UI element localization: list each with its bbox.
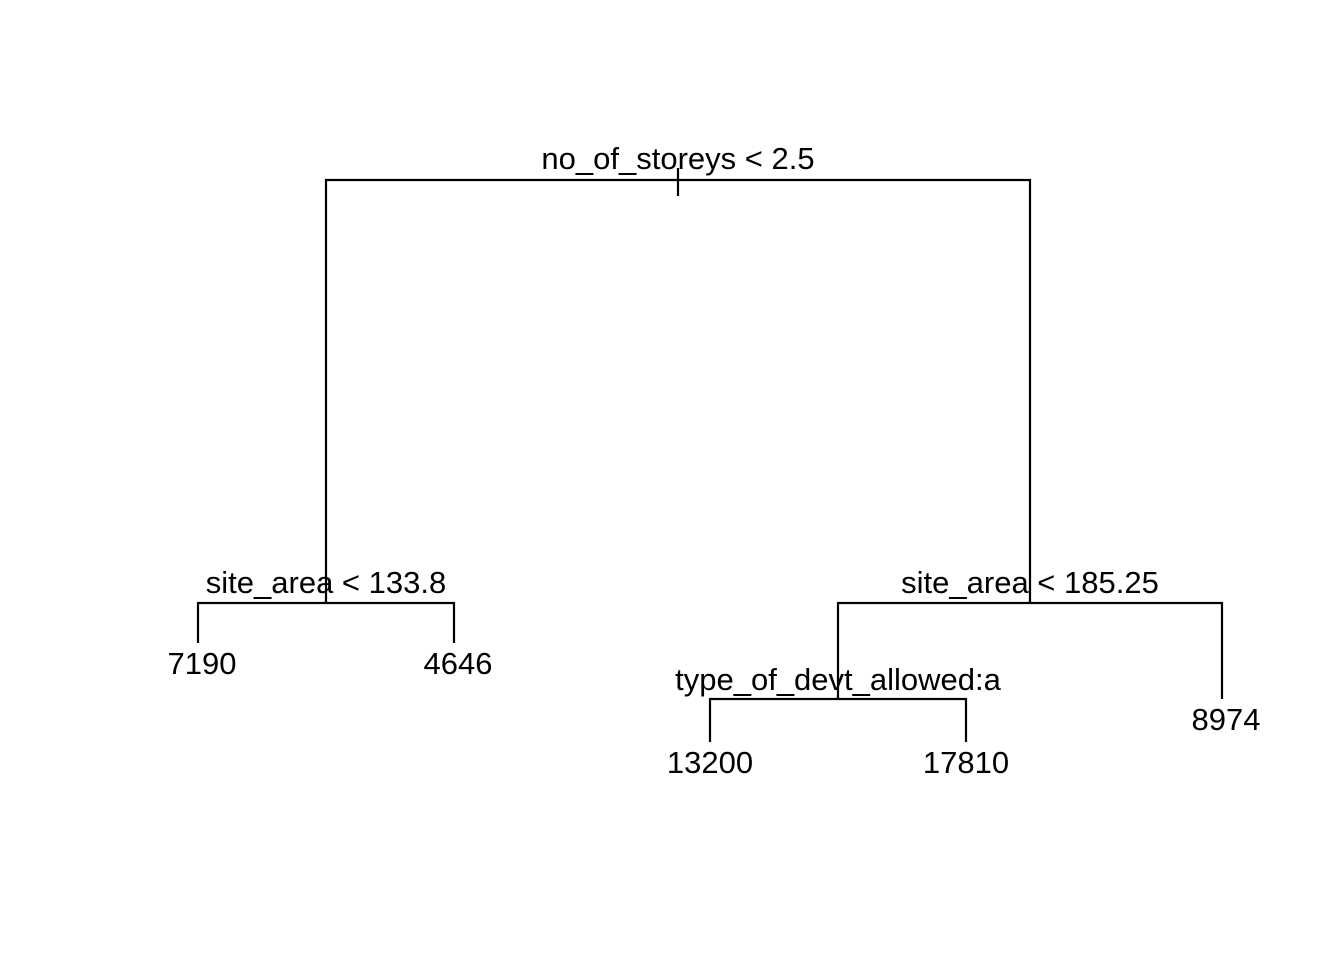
root-split-label: no_of_storeys < 2.5: [541, 141, 814, 176]
leaf-left-left: 7190: [168, 646, 237, 681]
right-branch: [836, 601, 1224, 699]
left-split-label: site_area < 133.8: [206, 565, 446, 600]
root-branch: [324, 178, 1032, 603]
left-split: site_area < 133.8 7190 4646: [168, 565, 493, 681]
inner-split: type_of_devt_allowed:a 13200 17810: [667, 662, 1009, 780]
right-split-label: site_area < 185.25: [901, 565, 1159, 600]
inner-branch: [708, 697, 968, 742]
inner-split-label: type_of_devt_allowed:a: [675, 662, 1002, 697]
leaf-inner-right: 17810: [923, 745, 1009, 780]
leaf-left-right: 4646: [424, 646, 493, 681]
leaf-inner-left: 13200: [667, 745, 753, 780]
leaf-right-right: 8974: [1192, 702, 1261, 737]
left-branch: [196, 601, 456, 643]
root-split: no_of_storeys < 2.5: [324, 141, 1032, 603]
right-split: site_area < 185.25 8974: [836, 565, 1261, 737]
